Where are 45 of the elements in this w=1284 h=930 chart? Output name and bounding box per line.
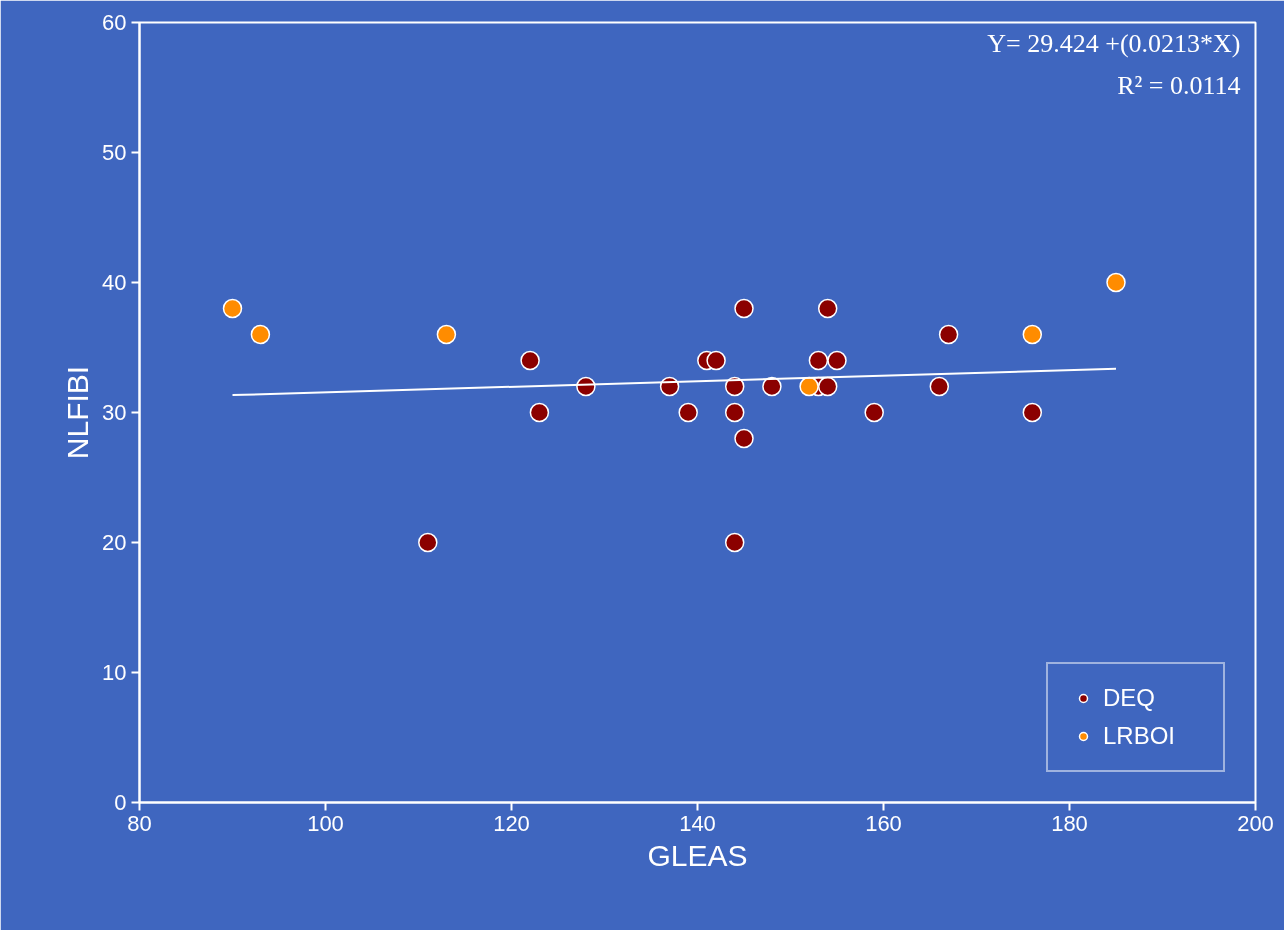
point [724,402,745,423]
annotation: R² = 0.0114 [1117,70,1241,100]
point [817,376,838,397]
point [724,532,745,553]
point [762,376,782,397]
y-tick-label: 60 [102,10,127,35]
point [436,324,457,345]
point [864,402,884,423]
point [678,402,698,423]
y-tick-label: 20 [102,530,127,555]
point [808,350,829,371]
point [418,532,438,553]
point [222,298,243,319]
point [1022,324,1043,345]
point [1022,402,1043,423]
point [929,376,950,397]
x-tick-label: 100 [307,810,344,836]
point [724,376,745,397]
legend-label: DEQ [1103,684,1156,712]
point [938,324,959,345]
point [734,428,754,449]
x-tick-label: 180 [1051,810,1088,836]
point [529,402,550,423]
y-tick-label: 50 [102,140,127,165]
point [706,350,726,371]
x-axis-title: GLEAS [647,838,748,872]
y-tick-label: 10 [102,660,127,685]
point [1106,272,1126,293]
point [799,376,819,397]
point [250,324,271,345]
point [827,350,847,371]
annotation: Y= 29.424 +(0.0213*X) [987,28,1241,58]
legend-label: LRBOI [1103,722,1177,750]
x-tick-label: 120 [493,810,530,836]
y-tick-label: 0 [114,790,127,815]
point [520,350,540,371]
y-tick-label: 30 [102,400,127,425]
point [817,298,838,319]
x-tick-label: 160 [865,810,902,836]
point [734,298,754,319]
y-tick-label: 40 [102,270,127,295]
y-axis-title: NLFIBI [61,365,95,460]
x-tick-label: 200 [1237,810,1274,836]
x-tick-label: 140 [679,810,716,836]
x-tick-label: 80 [127,810,152,836]
